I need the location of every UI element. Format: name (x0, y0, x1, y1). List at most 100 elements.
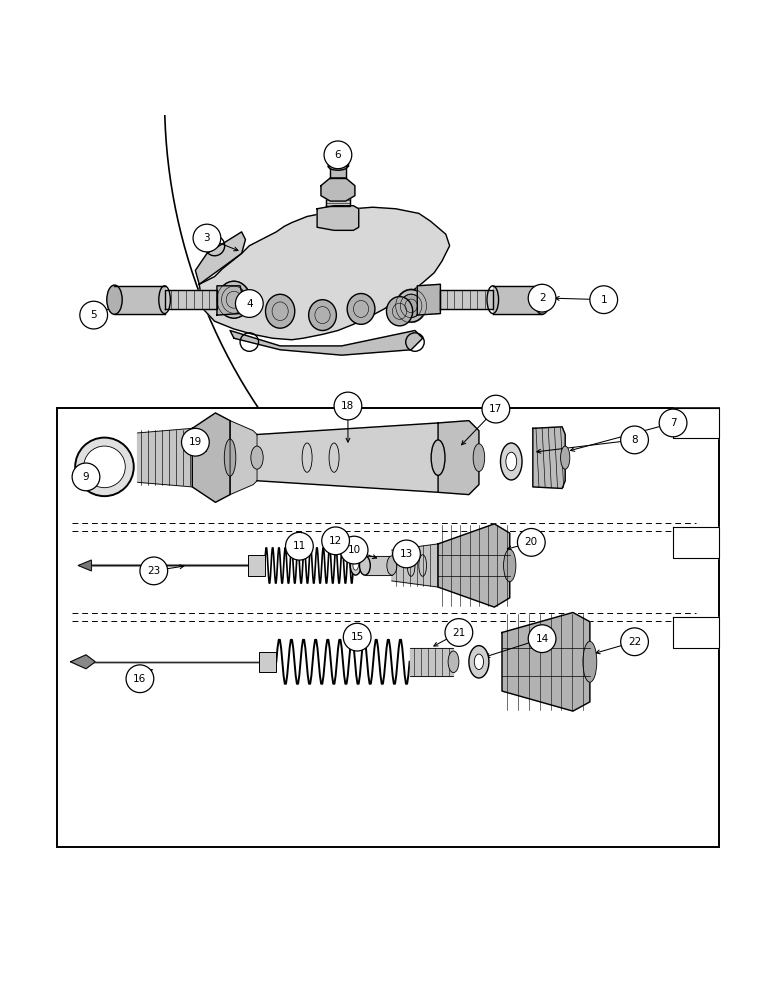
Text: 7: 7 (670, 418, 677, 428)
Polygon shape (326, 186, 350, 206)
Circle shape (286, 532, 314, 560)
Circle shape (72, 463, 100, 491)
Circle shape (393, 540, 421, 568)
Polygon shape (493, 286, 542, 314)
Text: 13: 13 (400, 549, 413, 559)
Polygon shape (438, 421, 479, 495)
Circle shape (340, 536, 368, 564)
Polygon shape (165, 290, 217, 309)
Text: 2: 2 (539, 293, 546, 303)
Text: 3: 3 (203, 233, 210, 243)
Ellipse shape (251, 446, 263, 469)
Polygon shape (71, 655, 95, 669)
Text: 5: 5 (90, 310, 97, 320)
Ellipse shape (506, 452, 517, 471)
Ellipse shape (223, 286, 245, 314)
Polygon shape (328, 153, 348, 166)
Circle shape (621, 426, 649, 454)
Polygon shape (673, 617, 719, 648)
Ellipse shape (431, 440, 445, 475)
Text: 8: 8 (631, 435, 638, 445)
Polygon shape (321, 178, 355, 201)
Ellipse shape (265, 294, 295, 328)
Text: 1: 1 (601, 295, 607, 305)
Polygon shape (115, 286, 165, 314)
Circle shape (84, 446, 125, 488)
Ellipse shape (387, 556, 397, 575)
Circle shape (528, 625, 556, 653)
Polygon shape (217, 286, 243, 315)
Ellipse shape (469, 646, 489, 678)
Polygon shape (199, 207, 449, 340)
Circle shape (322, 527, 349, 555)
Text: 20: 20 (525, 537, 538, 547)
Ellipse shape (309, 300, 336, 331)
Ellipse shape (501, 443, 522, 480)
Ellipse shape (359, 556, 370, 575)
Ellipse shape (400, 294, 421, 317)
Ellipse shape (224, 439, 236, 476)
Text: 11: 11 (293, 541, 306, 551)
Ellipse shape (353, 561, 359, 570)
Text: 22: 22 (628, 637, 641, 647)
Ellipse shape (448, 651, 459, 673)
Text: 23: 23 (147, 566, 161, 576)
Circle shape (324, 141, 352, 169)
Ellipse shape (328, 163, 348, 170)
Circle shape (182, 428, 210, 456)
Bar (248, 555, 265, 576)
Circle shape (659, 409, 687, 437)
Circle shape (621, 628, 649, 656)
Circle shape (528, 284, 556, 312)
Circle shape (445, 619, 473, 646)
Polygon shape (137, 428, 192, 487)
Ellipse shape (560, 446, 570, 469)
Ellipse shape (350, 556, 361, 575)
Text: 15: 15 (351, 632, 364, 642)
Ellipse shape (535, 285, 549, 314)
Ellipse shape (504, 549, 516, 582)
Circle shape (126, 665, 154, 693)
Circle shape (334, 392, 362, 420)
Polygon shape (230, 421, 257, 495)
Polygon shape (331, 167, 345, 178)
Polygon shape (317, 206, 359, 230)
Polygon shape (673, 408, 719, 438)
Ellipse shape (474, 654, 483, 669)
Text: 18: 18 (341, 401, 355, 411)
Circle shape (343, 623, 371, 651)
Polygon shape (410, 648, 453, 676)
Circle shape (590, 286, 618, 314)
Ellipse shape (386, 297, 413, 326)
Circle shape (482, 395, 510, 423)
Text: 10: 10 (348, 545, 361, 555)
Polygon shape (257, 423, 438, 492)
Ellipse shape (218, 281, 250, 318)
Circle shape (80, 301, 108, 329)
Circle shape (75, 438, 133, 496)
Polygon shape (230, 331, 423, 355)
Polygon shape (502, 612, 590, 711)
Text: 21: 21 (452, 628, 466, 638)
Circle shape (140, 557, 168, 585)
Polygon shape (192, 413, 230, 502)
Polygon shape (438, 524, 510, 607)
Polygon shape (441, 290, 493, 309)
Text: 16: 16 (133, 674, 147, 684)
Polygon shape (365, 556, 392, 575)
Bar (259, 652, 276, 672)
Ellipse shape (397, 290, 426, 322)
Text: 6: 6 (334, 150, 341, 160)
Ellipse shape (583, 641, 597, 682)
Circle shape (235, 290, 263, 317)
Circle shape (193, 224, 221, 252)
Bar (57, 408, 719, 847)
Circle shape (518, 529, 546, 556)
Ellipse shape (473, 444, 485, 471)
Polygon shape (78, 560, 92, 571)
Ellipse shape (328, 149, 348, 157)
Text: 17: 17 (489, 404, 503, 414)
Text: 14: 14 (535, 634, 549, 644)
Polygon shape (533, 427, 565, 488)
Text: 4: 4 (246, 299, 253, 309)
